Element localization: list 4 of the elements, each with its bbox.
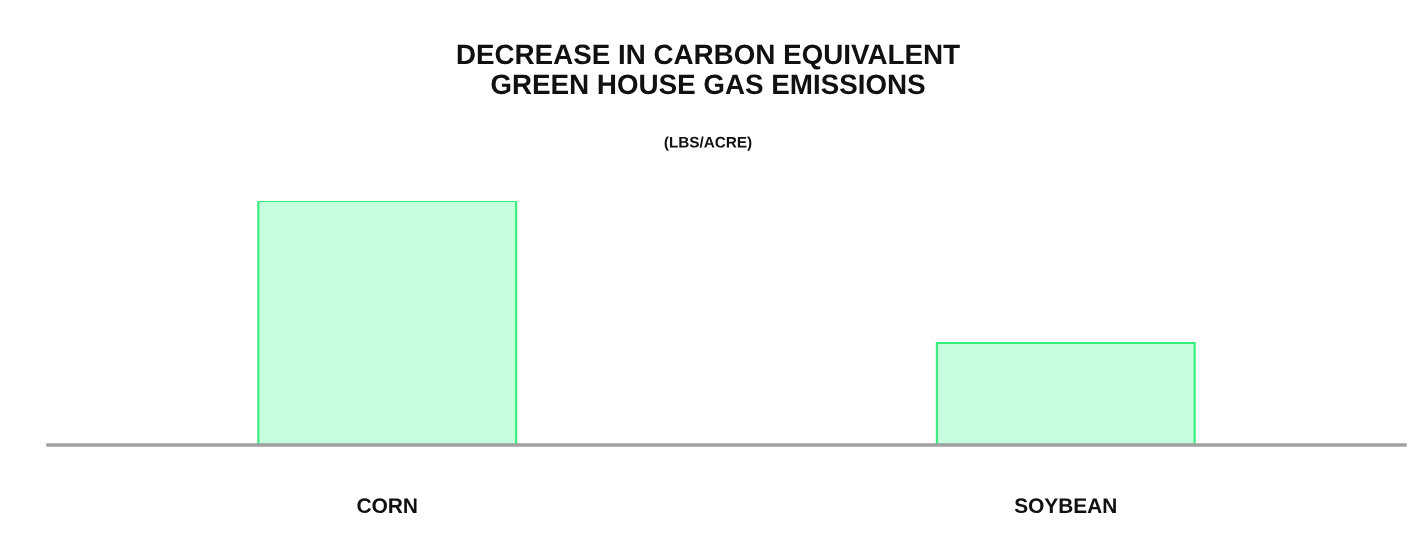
chart-title: DECREASE IN CARBON EQUIVALENT GREEN HOUSE GAS EMISSIONS xyxy=(457,44,960,95)
x-tick-label: CORN xyxy=(357,498,417,514)
chart-subtitle: (LBS/ACRE) xyxy=(664,136,752,151)
x-tick-label: SOYBEAN xyxy=(1014,498,1116,514)
